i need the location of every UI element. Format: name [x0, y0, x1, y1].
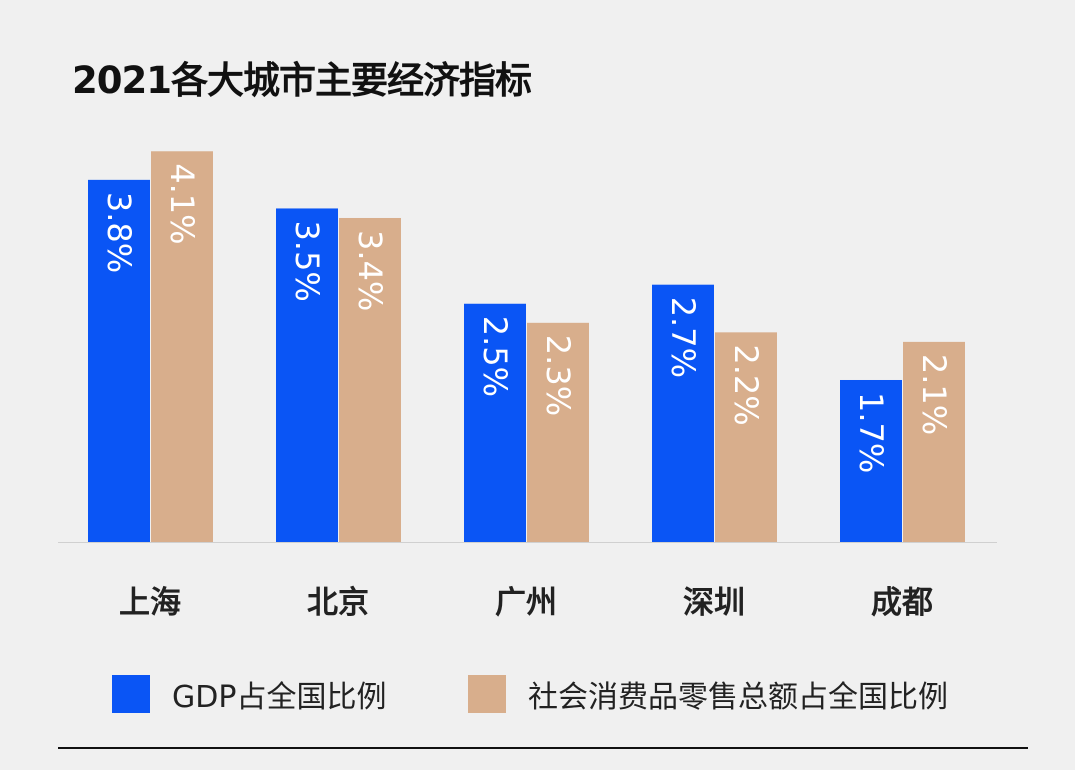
bottom-divider: [58, 747, 1028, 749]
data-label: 2.7%: [664, 297, 702, 378]
data-label: 2.5%: [476, 316, 514, 397]
category-label: 成都: [871, 585, 933, 621]
legend-swatch-gdp: [112, 675, 150, 713]
legend-swatch-retail: [468, 675, 506, 713]
chart-title: 2021各大城市主要经济指标: [72, 59, 532, 102]
data-label: 3.5%: [288, 220, 326, 301]
category-label: 北京: [307, 585, 369, 621]
data-label: 2.3%: [539, 335, 577, 416]
legend-label-gdp: GDP占全国比例: [172, 680, 387, 715]
legend-item-retail: 社会消费品零售总额占全国比例: [468, 672, 948, 716]
bar-retail: [339, 217, 401, 543]
data-label: 3.4%: [351, 230, 389, 311]
data-label: 2.2%: [727, 344, 765, 425]
bar-gdp: [840, 379, 902, 542]
bar-gdp: [88, 179, 150, 543]
data-label: 1.7%: [852, 392, 890, 473]
category-label: 上海: [119, 585, 181, 621]
category-label: 广州: [495, 585, 557, 621]
bar-retail: [527, 322, 589, 542]
bar-retail: [903, 341, 965, 542]
data-label: 2.1%: [915, 354, 953, 435]
legend-item-gdp: GDP占全国比例: [112, 672, 386, 716]
legend-label-retail: 社会消费品零售总额占全国比例: [528, 680, 948, 715]
data-label: 3.8%: [100, 192, 138, 273]
bar-gdp: [464, 303, 526, 542]
bar-retail: [151, 151, 213, 542]
bar-gdp: [276, 208, 338, 542]
category-label: 深圳: [683, 585, 745, 621]
data-label: 4.1%: [163, 163, 201, 244]
bar-gdp: [652, 284, 714, 542]
bar-retail: [715, 332, 777, 542]
